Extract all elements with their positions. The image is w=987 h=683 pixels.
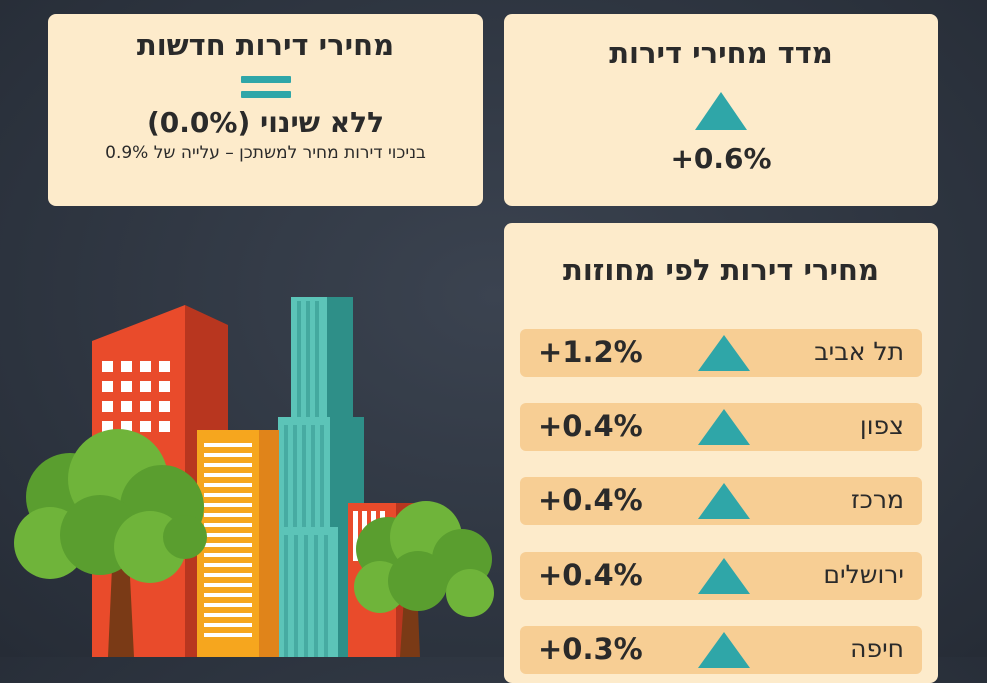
triangle-up-icon <box>698 409 750 445</box>
district-row: מרכז +0.4% <box>520 477 922 525</box>
price-index-change: +0.6% <box>670 142 772 175</box>
triangle-up-icon <box>698 632 750 668</box>
district-row: תל אביב +1.2% <box>520 329 922 377</box>
district-change: +0.3% <box>538 632 643 666</box>
triangle-up-icon <box>698 335 750 371</box>
teal-tower <box>268 297 368 657</box>
new-apartments-note: בניכוי דירות מחיר למשתכן – עלייה של 0.9% <box>105 143 426 163</box>
district-change: +0.4% <box>538 558 643 592</box>
triangle-up-icon <box>695 92 747 130</box>
district-name: חיפה <box>850 634 904 663</box>
orange-building <box>197 430 279 657</box>
new-apartments-change: ללא שינוי (0.0%) <box>146 106 385 139</box>
district-row: ירושלים +0.4% <box>520 552 922 600</box>
district-change: +1.2% <box>538 335 643 369</box>
districts-title: מחירי דירות לפי מחוזות <box>563 253 879 287</box>
tree-left <box>14 429 207 657</box>
price-index-title: מדד מחירי דירות <box>609 36 833 70</box>
triangle-up-icon <box>698 483 750 519</box>
new-apartments-title: מחירי דירות חדשות <box>136 28 395 62</box>
districts-card: מחירי דירות לפי מחוזות תל אביב +1.2% צפו… <box>504 223 938 683</box>
district-name: תל אביב <box>814 337 904 366</box>
tree-right <box>354 501 494 657</box>
district-name: ירושלים <box>823 560 904 589</box>
district-row: צפון +0.4% <box>520 403 922 451</box>
district-name: צפון <box>859 411 904 440</box>
district-change: +0.4% <box>538 409 643 443</box>
district-row: חיפה +0.3% <box>520 626 922 674</box>
equals-icon <box>240 76 291 98</box>
city-illustration <box>14 297 494 657</box>
new-apartments-card: מחירי דירות חדשות ללא שינוי (0.0%) בניכו… <box>48 14 483 206</box>
price-index-card: מדד מחירי דירות +0.6% <box>504 14 938 206</box>
district-name: מרכז <box>851 485 904 514</box>
triangle-up-icon <box>698 558 750 594</box>
district-change: +0.4% <box>538 483 643 517</box>
